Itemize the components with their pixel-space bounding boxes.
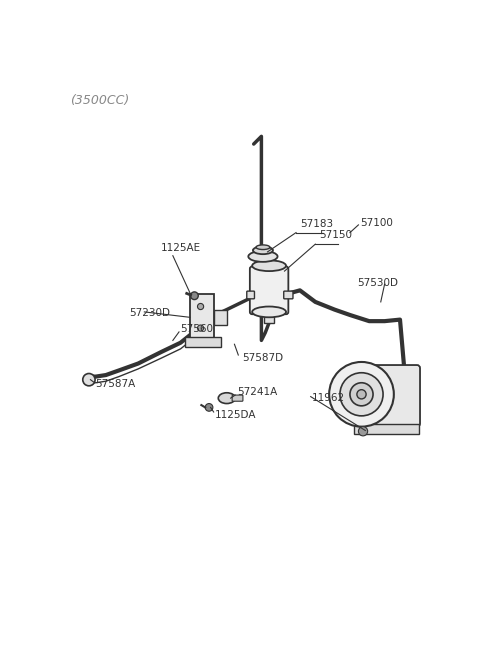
Ellipse shape <box>252 307 286 317</box>
FancyBboxPatch shape <box>247 291 254 299</box>
Text: 57100: 57100 <box>360 217 393 227</box>
Text: 57183: 57183 <box>300 219 333 229</box>
FancyBboxPatch shape <box>185 337 221 346</box>
FancyBboxPatch shape <box>250 267 288 314</box>
Circle shape <box>350 383 373 406</box>
FancyBboxPatch shape <box>215 310 227 325</box>
Text: 57241A: 57241A <box>237 387 277 397</box>
FancyBboxPatch shape <box>366 365 420 426</box>
Text: 11962: 11962 <box>312 393 345 403</box>
FancyBboxPatch shape <box>232 395 243 402</box>
Circle shape <box>359 426 368 436</box>
Circle shape <box>205 403 213 411</box>
Text: 57560: 57560 <box>180 324 214 334</box>
Text: 57230D: 57230D <box>129 309 170 318</box>
Circle shape <box>357 390 366 399</box>
Text: 57587D: 57587D <box>242 353 283 363</box>
Text: 1125AE: 1125AE <box>161 244 202 253</box>
FancyBboxPatch shape <box>190 294 215 341</box>
Text: 57587A: 57587A <box>95 379 135 389</box>
Ellipse shape <box>218 393 235 403</box>
Text: 57150: 57150 <box>319 231 352 240</box>
Ellipse shape <box>248 251 277 262</box>
FancyBboxPatch shape <box>284 291 293 299</box>
Ellipse shape <box>253 246 273 254</box>
Ellipse shape <box>252 260 286 271</box>
Circle shape <box>197 325 204 331</box>
Text: 57530D: 57530D <box>358 278 399 288</box>
FancyBboxPatch shape <box>354 424 419 434</box>
FancyBboxPatch shape <box>264 312 274 323</box>
Circle shape <box>340 373 383 416</box>
Circle shape <box>197 303 204 310</box>
Text: 1125DA: 1125DA <box>215 410 257 420</box>
Text: (3500CC): (3500CC) <box>71 94 130 107</box>
Circle shape <box>329 362 394 426</box>
Circle shape <box>191 292 198 299</box>
Ellipse shape <box>256 245 270 250</box>
Circle shape <box>83 373 95 386</box>
